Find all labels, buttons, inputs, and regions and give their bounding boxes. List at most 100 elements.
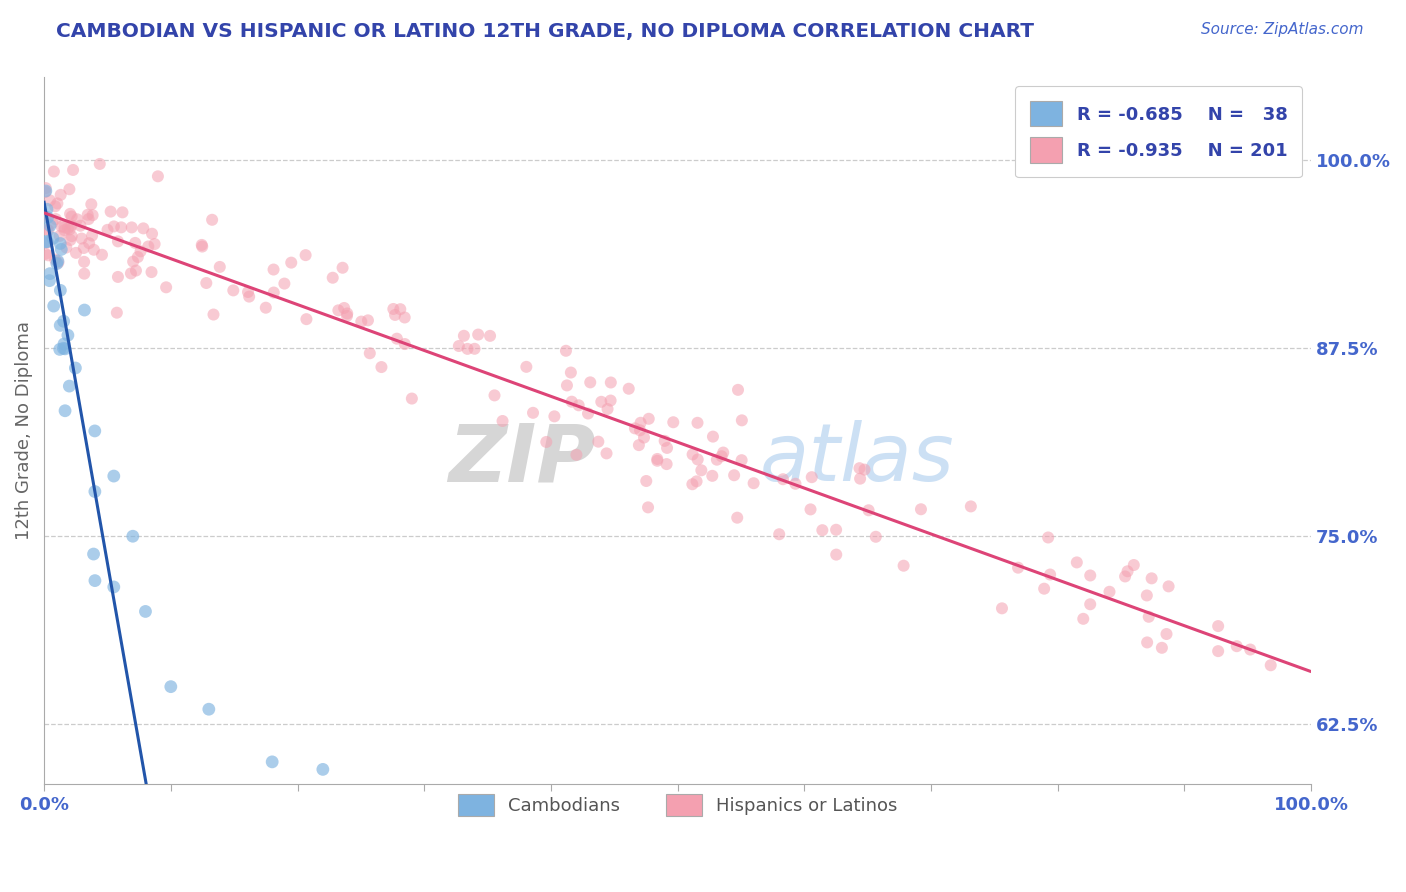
Point [561, 394, 583, 409]
Point [1226, 639, 1249, 653]
Point [633, 431, 655, 445]
Point [103, 469, 125, 483]
Point [825, 523, 848, 537]
Point [35, 181, 58, 195]
Point [59, 233, 82, 247]
Point [127, 250, 149, 264]
Point [960, 500, 983, 514]
Point [336, 306, 359, 320]
Point [1156, 627, 1178, 641]
Point [853, 462, 876, 476]
Point [690, 463, 713, 477]
Point [73, 241, 96, 255]
Point [394, 337, 416, 351]
Point [136, 239, 159, 253]
Point [89, 157, 111, 171]
Point [515, 359, 537, 374]
Point [48, 228, 70, 243]
Point [83, 547, 105, 561]
Legend: Cambodians, Hispanics or Latinos: Cambodians, Hispanics or Latinos [449, 785, 907, 825]
Point [53, 220, 76, 235]
Point [60, 219, 83, 233]
Point [384, 308, 406, 322]
Point [73, 255, 96, 269]
Point [39, 219, 62, 233]
Point [800, 470, 823, 484]
Point [111, 205, 134, 219]
Point [464, 342, 486, 356]
Point [65, 361, 87, 376]
Point [105, 306, 128, 320]
Point [96, 223, 118, 237]
Point [685, 475, 707, 489]
Point [647, 452, 669, 467]
Point [141, 227, 163, 241]
Point [681, 477, 703, 491]
Point [893, 558, 915, 573]
Point [48, 343, 70, 357]
Point [332, 260, 354, 275]
Point [727, 383, 749, 397]
Point [190, 238, 212, 252]
Point [702, 429, 724, 443]
Point [122, 254, 145, 268]
Point [120, 267, 142, 281]
Point [34, 235, 56, 249]
Point [35, 223, 58, 237]
Point [52, 341, 75, 355]
Point [1007, 560, 1029, 574]
Point [124, 235, 146, 250]
Point [58, 182, 80, 196]
Point [51, 243, 73, 257]
Point [401, 392, 423, 406]
Y-axis label: 12th Grade, No Diploma: 12th Grade, No Diploma [15, 321, 32, 541]
Point [568, 398, 591, 412]
Point [370, 359, 392, 374]
Point [60, 229, 83, 244]
Point [73, 267, 96, 281]
Point [77, 212, 100, 227]
Point [49, 284, 72, 298]
Point [65, 245, 87, 260]
Point [1136, 589, 1159, 603]
Point [73, 303, 96, 318]
Point [208, 260, 231, 274]
Point [35, 184, 58, 198]
Point [134, 604, 156, 618]
Point [280, 255, 302, 269]
Text: atlas: atlas [761, 420, 955, 499]
Point [491, 414, 513, 428]
Point [107, 235, 129, 249]
Point [702, 468, 724, 483]
Point [49, 187, 72, 202]
Point [1033, 582, 1056, 596]
Point [1036, 531, 1059, 545]
Point [37, 211, 59, 225]
Point [1116, 564, 1139, 578]
Point [38, 274, 60, 288]
Point [83, 484, 105, 499]
Point [46, 254, 69, 268]
Point [273, 277, 295, 291]
Point [599, 376, 621, 390]
Point [34, 185, 56, 199]
Point [195, 276, 218, 290]
Point [560, 366, 582, 380]
Point [1078, 597, 1101, 611]
Point [53, 342, 76, 356]
Point [52, 314, 75, 328]
Point [1039, 567, 1062, 582]
Point [146, 169, 169, 184]
Point [49, 318, 72, 333]
Point [394, 310, 416, 325]
Point [129, 244, 152, 259]
Point [69, 219, 91, 233]
Point [34, 247, 56, 261]
Point [991, 601, 1014, 615]
Point [76, 208, 98, 222]
Point [191, 239, 214, 253]
Point [155, 280, 177, 294]
Point [100, 204, 122, 219]
Point [55, 240, 77, 254]
Point [125, 263, 148, 277]
